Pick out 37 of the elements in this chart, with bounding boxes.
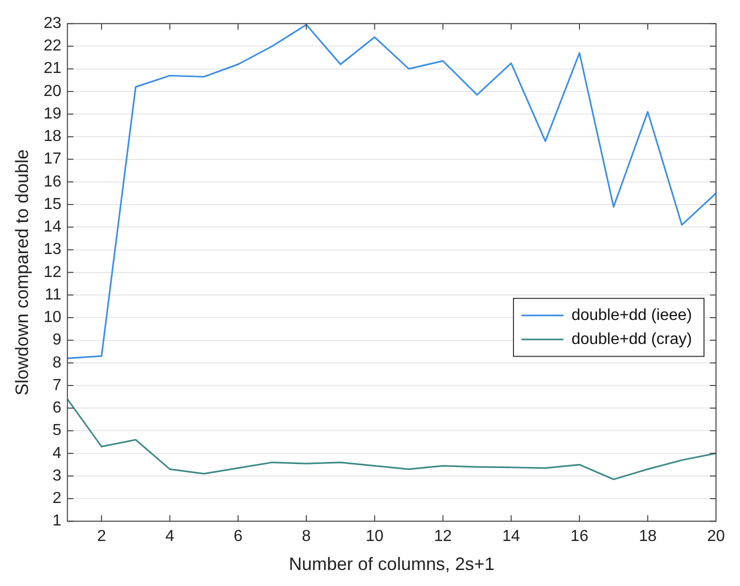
y-tick-label: 3 xyxy=(52,467,62,484)
y-tick-label: 13 xyxy=(44,241,62,258)
x-tick-label: 16 xyxy=(570,528,588,546)
y-tick-label: 16 xyxy=(44,173,62,190)
y-tick-label: 12 xyxy=(44,264,62,281)
legend-label: double+dd (cray) xyxy=(571,330,692,348)
y-tick-label: 5 xyxy=(52,422,62,440)
y-tick-label: 18 xyxy=(44,128,62,146)
y-tick-label: 20 xyxy=(44,82,62,100)
x-tick-label: 20 xyxy=(707,528,725,546)
y-tick-label: 21 xyxy=(44,60,62,78)
x-tick-label: 12 xyxy=(434,528,452,546)
y-tick-label: 15 xyxy=(44,196,62,213)
y-tick-label: 14 xyxy=(44,218,62,236)
x-tick-label: 8 xyxy=(302,528,311,546)
y-axis-title: Slowdown compared to double xyxy=(12,149,32,396)
y-tick-label: 7 xyxy=(52,376,62,394)
x-tick-label: 14 xyxy=(502,528,520,546)
y-tick-label: 2 xyxy=(52,490,62,507)
y-tick-label: 11 xyxy=(44,286,62,304)
y-tick-label: 9 xyxy=(52,332,62,349)
y-tick-label: 6 xyxy=(52,400,62,417)
x-tick-label: 10 xyxy=(366,528,384,546)
y-tick-label: 23 xyxy=(44,15,62,32)
y-tick-label: 8 xyxy=(52,354,62,372)
y-tick-label: 17 xyxy=(44,150,62,168)
y-tick-label: 19 xyxy=(44,105,62,122)
legend-label: double+dd (ieee) xyxy=(571,306,692,324)
y-tick-label: 22 xyxy=(44,38,62,55)
y-tick-label: 4 xyxy=(52,444,62,462)
x-axis-title: Number of columns, 2s+1 xyxy=(288,554,494,574)
x-tick-label: 6 xyxy=(234,528,243,546)
y-tick-label: 1 xyxy=(52,512,62,530)
x-tick-label: 18 xyxy=(638,528,657,546)
y-tick-label: 10 xyxy=(44,309,62,326)
x-tick-label: 4 xyxy=(165,528,174,546)
x-tick-label: 2 xyxy=(97,528,106,546)
